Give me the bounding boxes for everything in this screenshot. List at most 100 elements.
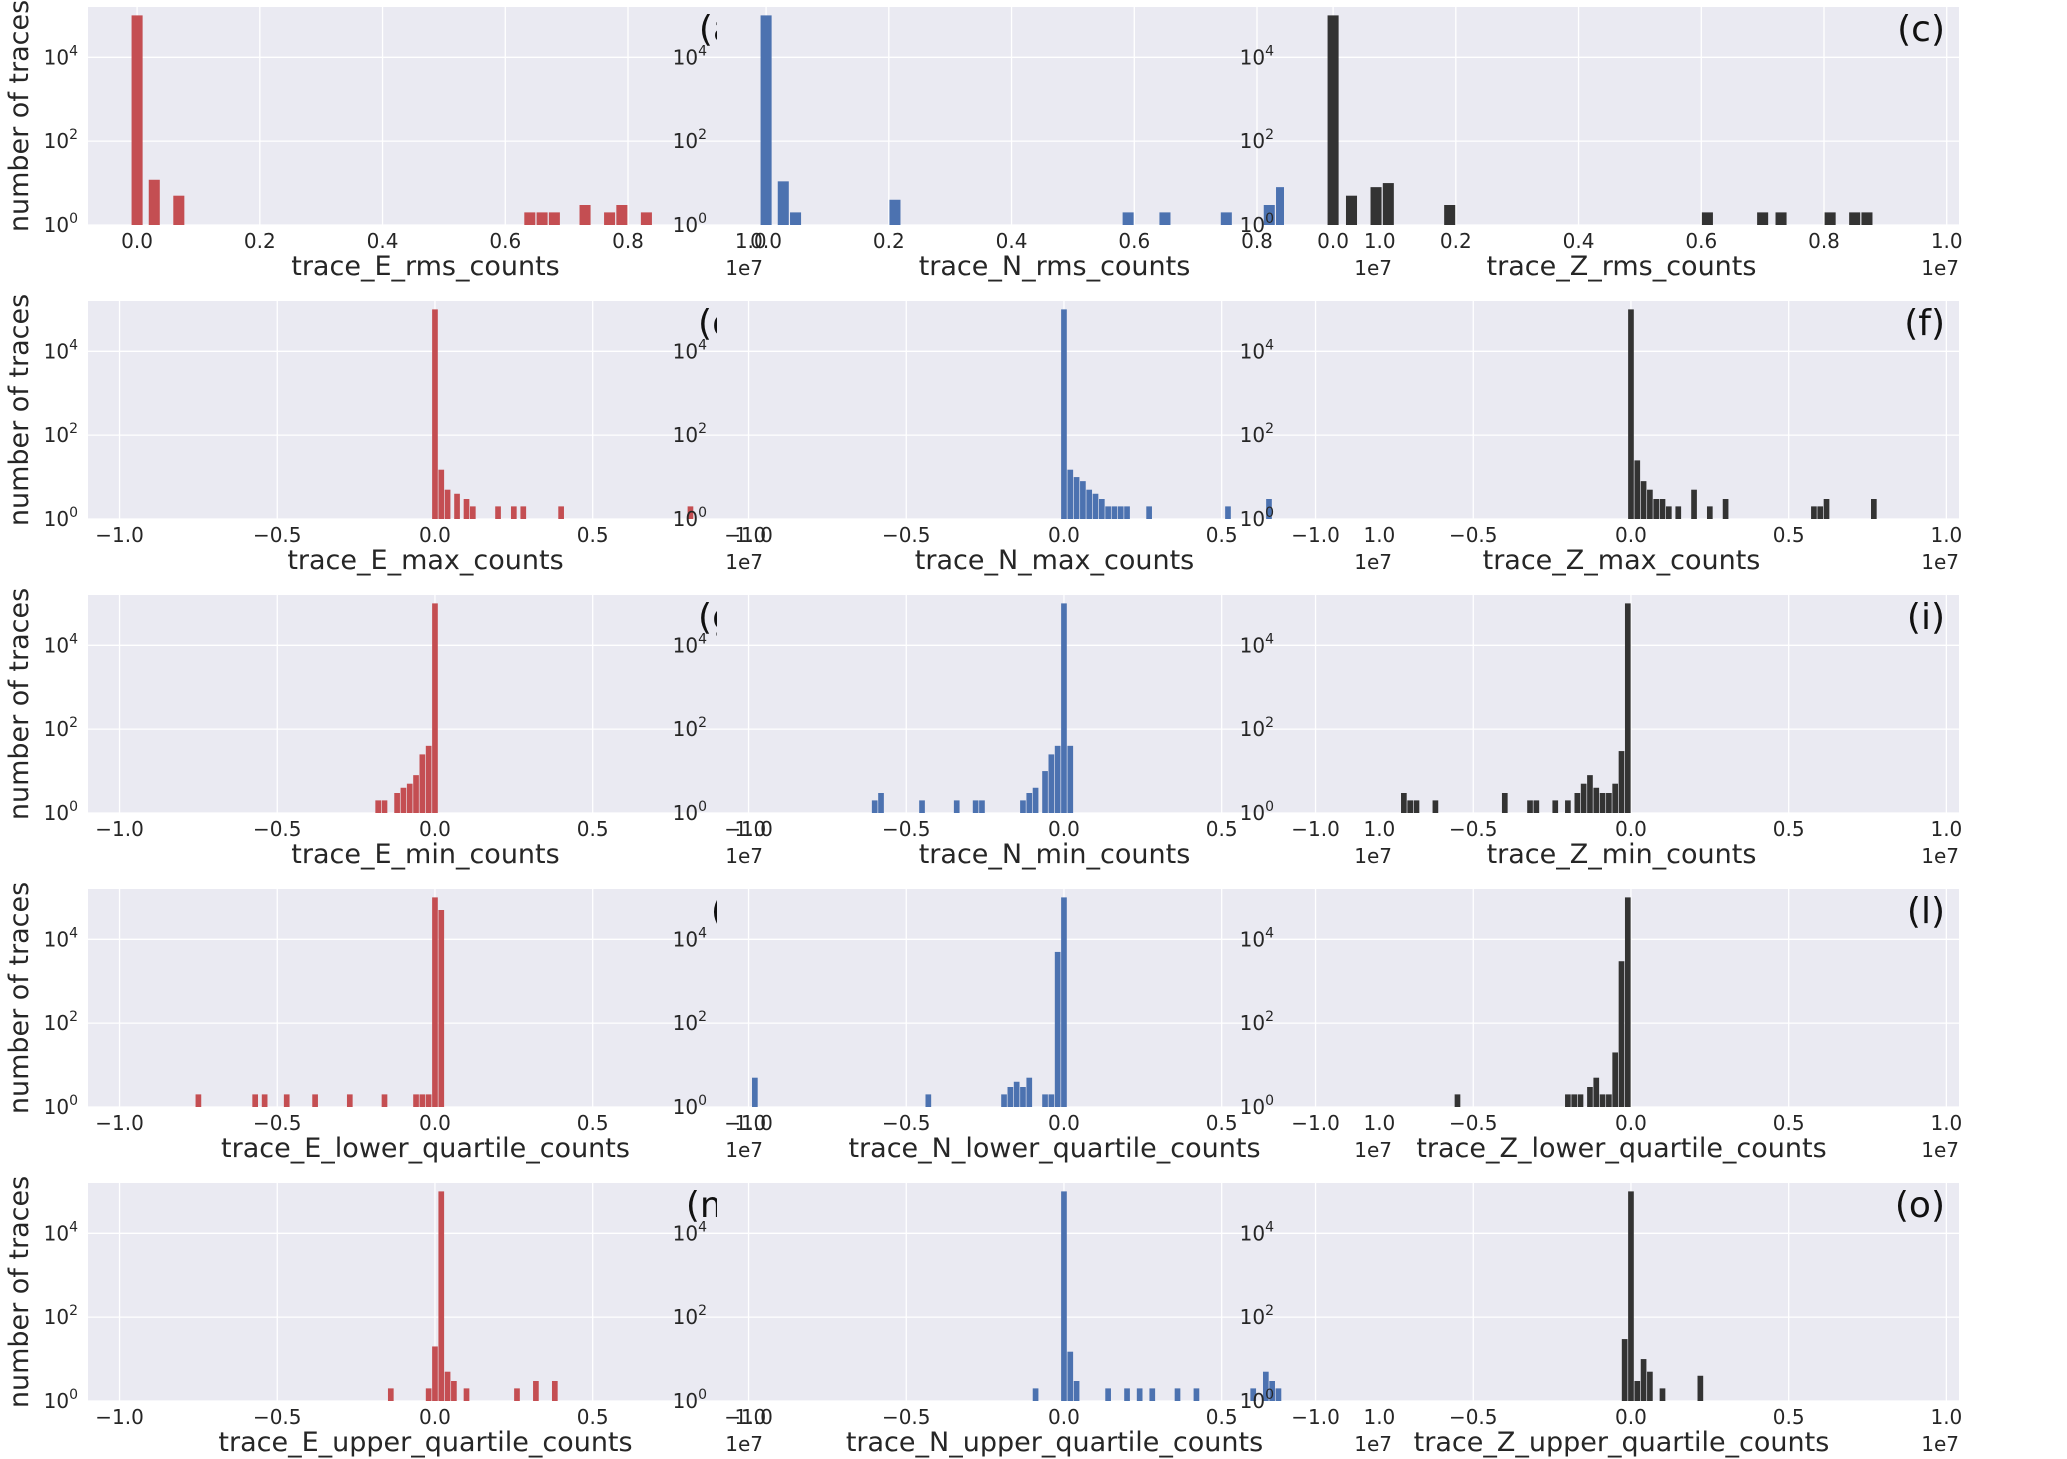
histogram-bar (1606, 792, 1612, 813)
histogram-bar (1628, 309, 1634, 519)
x-offset-label: 1e7 (1354, 256, 1392, 280)
histogram-bar (1174, 1388, 1181, 1401)
histogram-bar (1269, 1380, 1275, 1401)
histogram-bar (1565, 1094, 1571, 1107)
histogram-bar (640, 212, 652, 225)
x-tick-label: 1.0 (1363, 1405, 1395, 1429)
histogram-bar (1444, 204, 1456, 225)
histogram-bar (1080, 481, 1086, 519)
histogram-bar (1861, 212, 1873, 225)
histogram-bar (1026, 1077, 1033, 1107)
histogram-bar (432, 309, 438, 519)
histogram-bar (1665, 506, 1672, 519)
histogram-bar (1117, 506, 1124, 519)
histogram-bar (1587, 1086, 1593, 1107)
histogram-bar (419, 1094, 426, 1107)
x-axis-label: trace_E_upper_quartile_counts (218, 1427, 632, 1458)
x-tick-label: 0.2 (244, 229, 276, 253)
histogram-bar (1659, 1388, 1666, 1401)
x-tick-label: 1.0 (1930, 1111, 1962, 1135)
x-offset-label: 1e7 (1921, 550, 1959, 574)
histogram-bar (1275, 1388, 1282, 1401)
histogram-bar (1501, 792, 1508, 813)
histogram-bar (1817, 506, 1824, 519)
x-tick-label: 0.5 (1773, 523, 1805, 547)
plot-area (717, 889, 1392, 1107)
histogram-bar (1697, 1375, 1704, 1401)
y-tick-label: 102 (673, 1009, 707, 1035)
histogram-bar (1722, 498, 1729, 519)
y-tick-label: 104 (1240, 43, 1274, 69)
plot-area (1284, 301, 1959, 519)
x-tick-label: 0.5 (1773, 817, 1805, 841)
histogram-bar (536, 212, 548, 225)
y-tick-label: 104 (673, 925, 707, 951)
x-tick-label: 1.0 (734, 817, 766, 841)
y-tick-label: 100 (673, 1093, 707, 1119)
histogram-bar (1073, 1380, 1080, 1401)
y-tick-label: 104 (1240, 337, 1274, 363)
histogram-bar (1048, 1094, 1055, 1107)
histogram-bar (346, 1094, 353, 1107)
histogram-bar (1013, 1081, 1020, 1107)
plot-area (88, 1183, 763, 1401)
histogram-bar (387, 1388, 394, 1401)
histogram-bar (413, 775, 419, 813)
x-tick-label: 0.8 (612, 229, 644, 253)
plot-area (1284, 7, 1959, 225)
x-tick-label: 0.0 (1615, 523, 1647, 547)
y-tick-label: 100 (673, 211, 707, 237)
histogram-bar (432, 1346, 438, 1401)
y-tick-label: 104 (44, 925, 78, 951)
histogram-bar (1054, 745, 1061, 813)
histogram-bar (1757, 212, 1769, 225)
x-tick-label: 0.8 (1808, 229, 1840, 253)
histogram-bar (1413, 800, 1420, 813)
x-tick-label: 0.0 (121, 229, 153, 253)
y-tick-label: 104 (44, 631, 78, 657)
x-tick-label: −1.0 (1291, 523, 1340, 547)
x-tick-label: −0.5 (882, 523, 931, 547)
x-tick-label: 0.5 (577, 817, 609, 841)
x-tick-label: 0.0 (1615, 817, 1647, 841)
histogram-bar (1691, 489, 1697, 519)
x-tick-label: 0.0 (1048, 817, 1080, 841)
histogram-bar (1067, 745, 1074, 813)
histogram-bar (1098, 498, 1105, 519)
x-tick-label: −0.5 (882, 1111, 931, 1135)
histogram-bar (760, 15, 772, 226)
x-tick-label: 0.5 (1773, 1111, 1805, 1135)
plot-area (717, 301, 1392, 519)
y-tick-label: 100 (1240, 799, 1274, 825)
x-tick-label: 0.4 (1563, 229, 1595, 253)
histogram-bar (1593, 1077, 1600, 1107)
x-offset-label: 1e7 (725, 1138, 763, 1162)
x-tick-label: 0.5 (1206, 1405, 1238, 1429)
histogram-bar (495, 506, 501, 519)
plot-area (88, 889, 763, 1107)
histogram-bar (312, 1094, 318, 1107)
histogram-bar (425, 1388, 432, 1401)
y-tick-label: 100 (1240, 1387, 1274, 1413)
histogram-bar (533, 1380, 539, 1401)
histogram-panel-c: 100 102 104 0.0 0.2 0.4 0.6 0.8 1.0 (c) trace_Z_rm… (1240, 7, 1963, 282)
y-tick-label: 104 (673, 1219, 707, 1245)
histogram-bar (463, 1388, 470, 1401)
histogram-panel-d: 100102104−1.0−0.50.00.51.0(d)trace_E_max… (4, 294, 766, 576)
histogram-bar (1124, 506, 1130, 519)
histogram-bar (1849, 212, 1861, 225)
histogram-bar (261, 1094, 268, 1107)
histogram-bar (148, 179, 160, 225)
y-tick-label: 102 (1240, 1009, 1274, 1035)
x-tick-label: 0.5 (577, 1405, 609, 1429)
y-tick-label: 100 (1240, 1093, 1274, 1119)
x-axis-label: trace_E_rms_counts (291, 251, 559, 282)
x-tick-label: −0.5 (253, 523, 302, 547)
histogram-bar (438, 1191, 445, 1401)
x-tick-label: −0.5 (882, 1405, 931, 1429)
histogram-bar (979, 800, 985, 813)
histogram-bar (1599, 1094, 1606, 1107)
x-offset-label: 1e7 (1921, 1432, 1959, 1456)
histogram-bar (604, 212, 616, 225)
histogram-bar (381, 1094, 388, 1107)
